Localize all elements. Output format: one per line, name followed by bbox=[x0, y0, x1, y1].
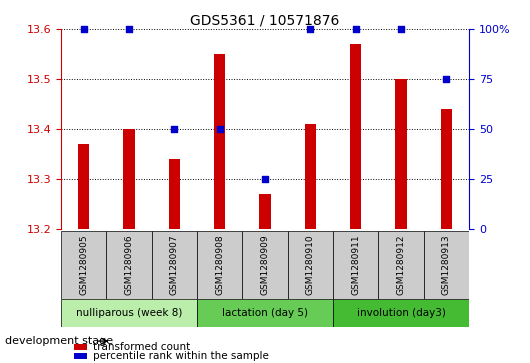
Bar bbox=[61, 231, 107, 299]
Point bbox=[261, 176, 269, 182]
Point bbox=[80, 26, 88, 32]
Point bbox=[215, 126, 224, 132]
Bar bbox=[61, 299, 197, 327]
Bar bbox=[288, 231, 333, 299]
Bar bbox=[242, 231, 288, 299]
Text: nulliparous (week 8): nulliparous (week 8) bbox=[76, 308, 182, 318]
Bar bbox=[197, 231, 242, 299]
Bar bbox=[74, 344, 87, 351]
Bar bbox=[78, 144, 89, 229]
Point bbox=[170, 126, 179, 132]
Text: GSM1280906: GSM1280906 bbox=[125, 234, 134, 295]
Text: GSM1280907: GSM1280907 bbox=[170, 234, 179, 295]
Point bbox=[397, 26, 405, 32]
Bar bbox=[152, 231, 197, 299]
Bar bbox=[197, 299, 333, 327]
Bar bbox=[423, 231, 469, 299]
Text: transformed count: transformed count bbox=[93, 342, 190, 352]
Bar bbox=[123, 129, 135, 229]
Bar bbox=[107, 231, 152, 299]
Bar bbox=[395, 79, 407, 229]
Point bbox=[306, 26, 315, 32]
Text: GSM1280912: GSM1280912 bbox=[396, 235, 405, 295]
Bar bbox=[214, 54, 225, 229]
Bar bbox=[333, 231, 378, 299]
Bar bbox=[169, 159, 180, 229]
Bar bbox=[350, 44, 361, 229]
Text: lactation (day 5): lactation (day 5) bbox=[222, 308, 308, 318]
Bar bbox=[74, 352, 87, 359]
Bar bbox=[378, 231, 423, 299]
Text: GSM1280913: GSM1280913 bbox=[442, 234, 451, 295]
Text: GSM1280905: GSM1280905 bbox=[79, 234, 88, 295]
Bar bbox=[333, 299, 469, 327]
Text: involution (day3): involution (day3) bbox=[357, 308, 446, 318]
Text: GSM1280909: GSM1280909 bbox=[261, 234, 269, 295]
Bar bbox=[305, 124, 316, 229]
Bar bbox=[259, 194, 271, 229]
Point bbox=[125, 26, 133, 32]
Point bbox=[351, 26, 360, 32]
Text: GSM1280910: GSM1280910 bbox=[306, 234, 315, 295]
Title: GDS5361 / 10571876: GDS5361 / 10571876 bbox=[190, 14, 340, 28]
Text: percentile rank within the sample: percentile rank within the sample bbox=[93, 351, 269, 360]
Text: GSM1280908: GSM1280908 bbox=[215, 234, 224, 295]
Bar bbox=[441, 109, 452, 229]
Text: GSM1280911: GSM1280911 bbox=[351, 234, 360, 295]
Text: development stage: development stage bbox=[5, 336, 113, 346]
Point bbox=[442, 76, 450, 82]
